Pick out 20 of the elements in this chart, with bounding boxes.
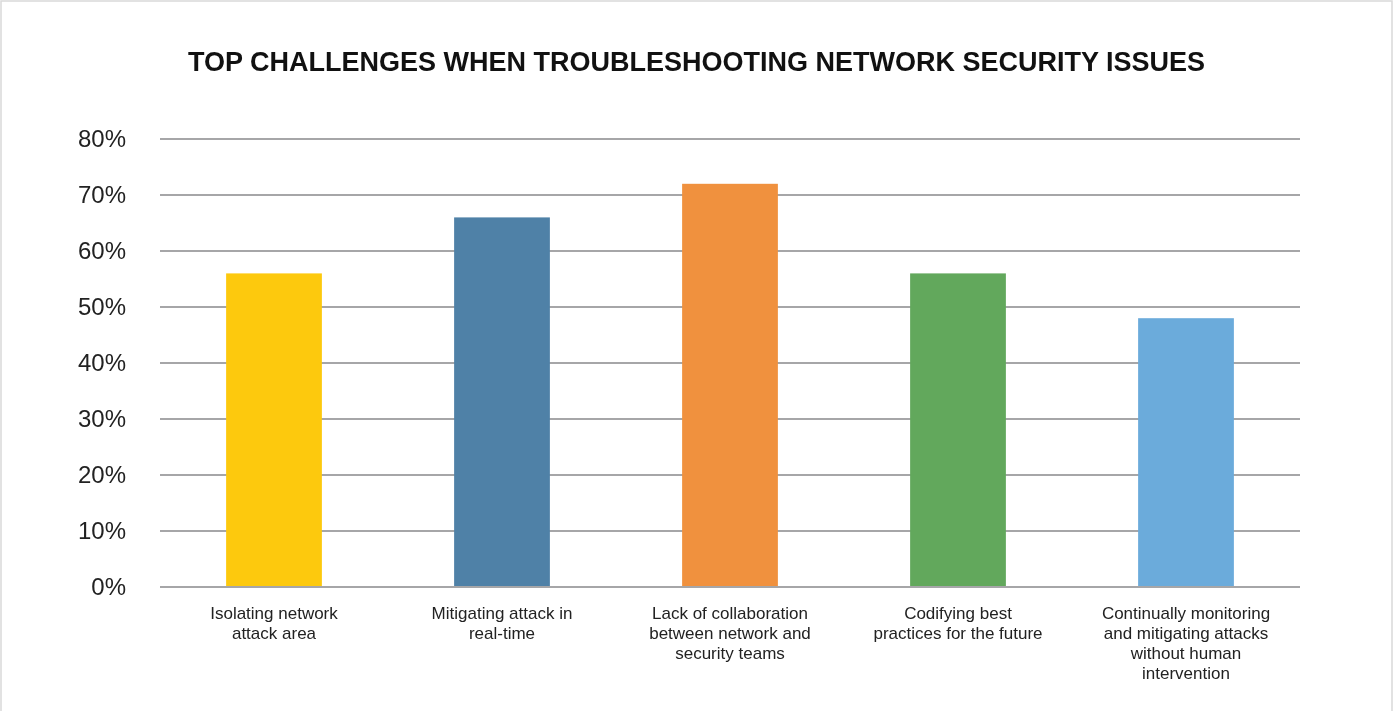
x-tick-label: Lack of collaboration between network and security teams [649,604,811,663]
y-tick-label: 60% [77,237,126,265]
x-tick-label: Mitigating attack in real-time [431,604,573,643]
bar [910,273,1006,587]
bar [1138,318,1234,587]
y-tick-label: 40% [77,349,126,377]
bar [682,183,778,587]
y-tick-label: 70% [77,181,126,209]
y-tick-label: 30% [77,405,126,433]
y-tick-label: 10% [77,517,126,545]
x-tick-label: Isolating network attack area [210,604,339,643]
bar [454,217,550,587]
y-tick-label: 0% [91,573,126,601]
y-tick-label: 20% [77,461,126,489]
y-tick-label: 50% [77,293,126,321]
x-tick-label: Continually monitoring and mitigating attacks without human intervention [1101,604,1271,683]
chart-title: TOP CHALLENGES WHEN TROUBLESHOOTING NETWORK SECURITY ISSUES [187,47,1206,77]
bar [226,273,322,587]
y-tick-label: 80% [77,125,126,153]
x-tick-label: Codifying best practices for the future [873,604,1043,643]
